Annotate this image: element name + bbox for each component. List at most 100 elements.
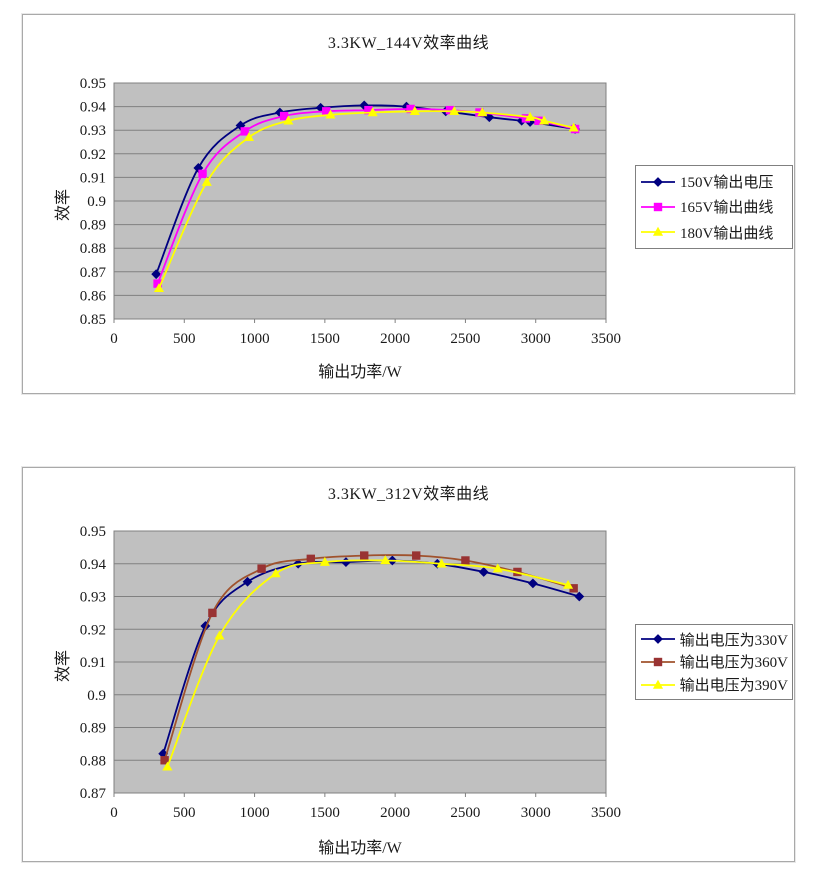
- triangle-marker: [367, 107, 378, 117]
- x-tick-label: 0: [110, 805, 118, 821]
- square-marker: [198, 169, 207, 179]
- y-tick-label: 0.85: [80, 312, 106, 328]
- y-tick-label: 0.86: [80, 288, 107, 304]
- triangle-marker: [153, 283, 165, 293]
- triangle-legend-icon: [641, 227, 675, 237]
- triangle-marker: [319, 556, 330, 566]
- legend-entry: 180V输出曲线: [640, 222, 788, 243]
- y-tick-label: 0.94: [80, 557, 107, 573]
- x-tick-label: 500: [173, 805, 196, 821]
- x-tick-label: 3000: [521, 805, 551, 821]
- square-legend-icon: [641, 657, 675, 667]
- y-tick-label: 0.9: [87, 688, 106, 704]
- diamond-marker: [653, 176, 663, 187]
- triangle-marker: [568, 122, 579, 132]
- triangle-marker: [283, 115, 294, 125]
- legend-entry: 输出电压为330V: [640, 629, 788, 650]
- diamond-legend-icon: [641, 634, 675, 645]
- y-axis-title-144v: 效率: [55, 188, 73, 222]
- y-tick-label: 0.94: [80, 100, 107, 116]
- diamond-marker: [242, 576, 253, 587]
- x-axis-title-144v: 输出功率/W: [318, 364, 402, 381]
- legend-label: 输出电压为360V: [679, 655, 788, 672]
- x-tick-label: 500: [173, 331, 196, 347]
- square-marker: [240, 127, 249, 136]
- y-tick-label: 0.93: [80, 123, 106, 139]
- legend-312v: 输出电压为330V 输出电压为360V 输出电压为390V: [635, 624, 793, 700]
- square-marker: [279, 111, 289, 121]
- plot-area-144v: 0.95 0.94 0.93 0.92 0.91 0.9 0.89 0.88 0.87 0.86 0…: [80, 76, 621, 347]
- triangle-marker: [162, 761, 173, 771]
- square-marker: [306, 554, 316, 564]
- plot-frame: [113, 82, 607, 320]
- y-tick-label: 0.9: [87, 194, 106, 210]
- legend-label: 180V输出曲线: [680, 225, 774, 242]
- triangle-marker: [325, 109, 336, 119]
- triangle-marker: [243, 132, 255, 141]
- legend-label: 150V输出电压: [680, 175, 774, 192]
- triangle-marker: [201, 176, 212, 186]
- series-2-markers: [153, 106, 579, 293]
- diamond-marker: [235, 120, 246, 131]
- diamond-marker: [527, 578, 538, 589]
- legend-entry: 输出电压为390V: [640, 674, 788, 695]
- triangle-marker: [539, 115, 550, 125]
- y-tick-label: 0.93: [80, 590, 106, 606]
- y-tick-label: 0.89: [80, 721, 106, 737]
- y-tick-label: 0.92: [80, 147, 106, 163]
- square-legend-icon: [641, 202, 675, 212]
- legend-entry: 150V输出电压: [640, 171, 788, 192]
- y-tick-label: 0.87: [80, 265, 107, 281]
- legend-label: 165V输出曲线: [680, 200, 774, 217]
- triangle-marker: [380, 555, 391, 565]
- plot-frame: [113, 530, 607, 794]
- y-tick-label: 0.88: [80, 241, 106, 257]
- triangle-marker: [214, 630, 225, 640]
- square-marker: [160, 756, 169, 765]
- x-tick-label: 2000: [380, 331, 410, 347]
- x-tick-label: 1500: [310, 805, 340, 821]
- y-tick-label: 0.95: [80, 76, 106, 92]
- x-tick-label: 2500: [450, 331, 480, 347]
- triangle-marker: [652, 227, 664, 237]
- diamond-legend-icon: [641, 176, 675, 187]
- diamond-marker: [151, 269, 162, 280]
- y-axis-title-312v: 效率: [55, 649, 73, 683]
- x-tick-label: 1000: [240, 331, 270, 347]
- triangle-marker: [436, 558, 447, 568]
- diamond-marker: [574, 591, 585, 602]
- square-marker: [461, 556, 470, 565]
- square-marker: [412, 551, 421, 560]
- y-tick-label: 0.91: [80, 655, 106, 671]
- series-2-markers: [162, 555, 574, 771]
- chart-144v[interactable]: 0.95 0.94 0.93 0.92 0.91 0.9 0.89 0.88 0.87 0.86 0…: [22, 14, 795, 394]
- triangle-marker: [652, 679, 664, 689]
- x-tick-label: 3500: [591, 331, 621, 347]
- square-marker: [257, 564, 266, 573]
- triangle-marker: [270, 568, 281, 578]
- y-tick-label: 0.92: [80, 622, 106, 638]
- triangle-marker: [492, 563, 503, 573]
- plot-area-312v: 0.95 0.94 0.93 0.92 0.91 0.9 0.89 0.88 0.870 500 1…: [80, 524, 621, 821]
- y-tick-label: 0.87: [80, 786, 107, 802]
- triangle-marker: [525, 112, 536, 121]
- x-tick-label: 0: [110, 331, 118, 347]
- square-marker: [653, 202, 663, 212]
- triangle-marker: [449, 106, 460, 116]
- legend-144v: 150V输出电压 165V输出曲线 180V输出曲线: [635, 165, 793, 249]
- legend-entry: 输出电压为360V: [640, 651, 788, 672]
- chart-title-144v: 3.3KW_144V效率曲线: [327, 35, 490, 52]
- x-tick-label: 3500: [591, 805, 621, 821]
- x-axis-title-312v: 输出功率/W: [318, 840, 402, 857]
- triangle-marker: [409, 106, 420, 116]
- x-tick-label: 1000: [240, 805, 270, 821]
- legend-label: 输出电压为390V: [679, 678, 788, 695]
- y-tick-label: 0.89: [80, 218, 106, 234]
- x-tick-label: 1500: [310, 331, 340, 347]
- square-marker: [360, 551, 369, 560]
- y-tick-label: 0.91: [80, 170, 106, 186]
- diamond-marker: [478, 567, 489, 577]
- chart-312v[interactable]: 0.95 0.94 0.93 0.92 0.91 0.9 0.89 0.88 0.87 0 500 1…: [22, 467, 795, 862]
- x-tick-label: 3000: [521, 331, 551, 347]
